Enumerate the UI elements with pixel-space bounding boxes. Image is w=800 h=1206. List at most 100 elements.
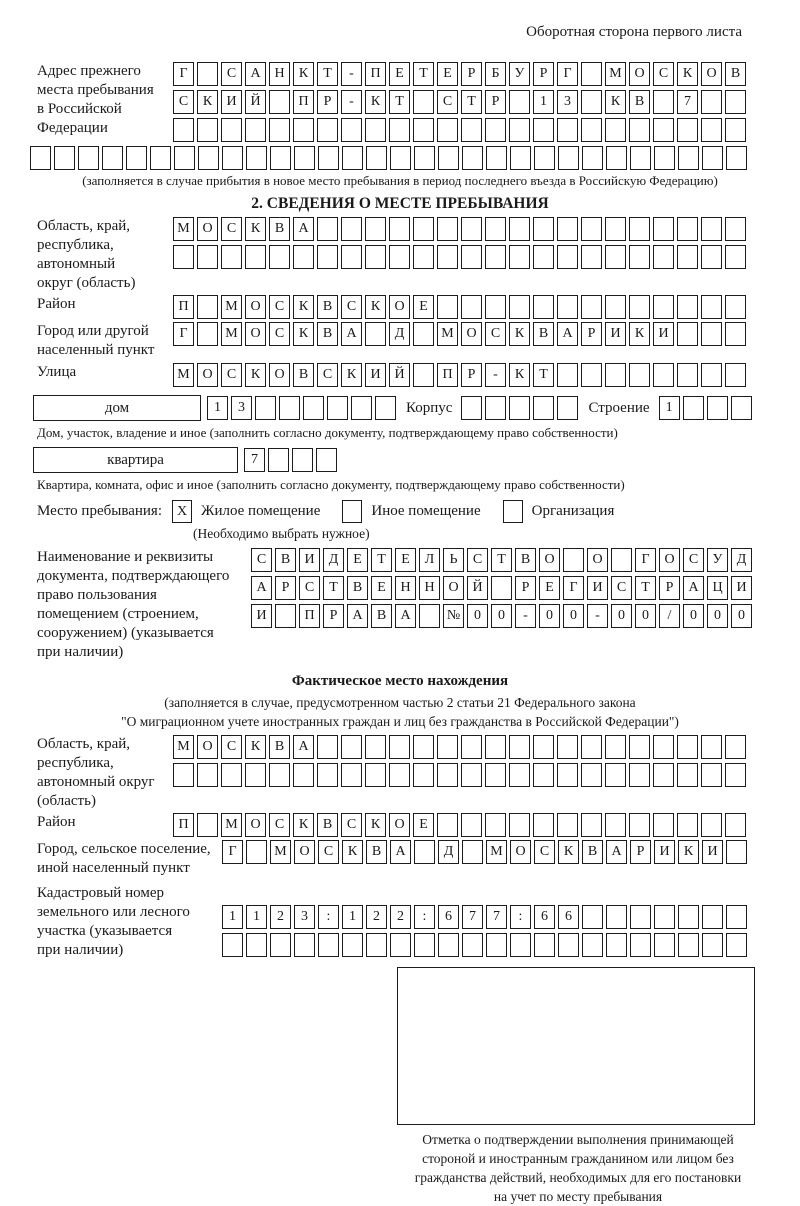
char-cell: :	[318, 905, 339, 929]
confirmation-caption: Отметка о подтверждении выполнения прини…	[378, 1130, 778, 1206]
char-cell	[245, 118, 266, 142]
char-cell	[629, 245, 650, 269]
text-line: округ (область)	[37, 275, 136, 291]
char-cell	[726, 146, 747, 170]
char-cell: В	[533, 322, 554, 346]
char-cell	[294, 933, 315, 957]
char-cell: Т	[635, 576, 656, 600]
stay-type-option-organization: Организация	[531, 503, 615, 519]
char-cell	[269, 245, 290, 269]
char-cell: 1	[246, 905, 267, 929]
prev-address-row-3[interactable]	[173, 118, 749, 142]
char-cell: И	[653, 322, 674, 346]
char-cell: Б	[485, 62, 506, 86]
char-cell	[630, 146, 651, 170]
stay-type-checkbox-other[interactable]	[342, 500, 363, 523]
char-cell: С	[341, 813, 362, 837]
char-cell: О	[269, 363, 290, 387]
char-cell: Т	[317, 62, 338, 86]
char-cell	[533, 735, 554, 759]
doc-basis-row-3[interactable]: И П Р А В А № 0 0-0 0-0 0/0 0 0	[251, 604, 755, 628]
cadastral-row-2[interactable]	[222, 933, 750, 957]
char-cell	[581, 295, 602, 319]
char-cell	[270, 933, 291, 957]
char-cell: Т	[461, 90, 482, 114]
char-cell	[581, 763, 602, 787]
char-cell	[557, 735, 578, 759]
text-line: населенный пункт	[37, 342, 155, 358]
char-cell	[221, 245, 242, 269]
char-cell	[341, 245, 362, 269]
char-cell: М	[605, 62, 626, 86]
text-line: стороной и иностранным гражданином или л…	[422, 1151, 734, 1166]
char-cell	[653, 90, 674, 114]
char-cell	[486, 146, 507, 170]
char-cell: 7	[462, 905, 483, 929]
char-cell: С	[467, 548, 488, 572]
char-cell: О	[389, 813, 410, 837]
district-label: Район	[37, 296, 76, 312]
char-cell: Г	[173, 322, 194, 346]
actual-region-row-2[interactable]	[173, 763, 749, 787]
char-cell: 0	[683, 604, 704, 628]
char-cell	[581, 245, 602, 269]
char-cell: 1	[222, 905, 243, 929]
text-line: Кадастровый номер	[37, 885, 164, 901]
char-cell: 6	[534, 905, 555, 929]
char-cell	[725, 118, 746, 142]
char-cell: В	[347, 576, 368, 600]
char-cell	[510, 146, 531, 170]
char-cell	[30, 146, 51, 170]
char-cell: Р	[630, 840, 651, 864]
char-cell	[533, 118, 554, 142]
text-line: Город, сельское поселение,	[37, 841, 211, 857]
prev-address-row-4[interactable]	[30, 146, 800, 170]
char-cell: 0	[467, 604, 488, 628]
char-cell	[653, 217, 674, 241]
korpus-cells[interactable]	[461, 396, 581, 420]
stroenie-cells[interactable]: 1	[658, 396, 755, 420]
stay-type-checkbox-residential[interactable]: X	[172, 500, 192, 523]
char-cell: Р	[581, 322, 602, 346]
char-cell	[605, 363, 626, 387]
char-cell	[292, 448, 313, 472]
char-cell	[485, 763, 506, 787]
char-cell: С	[611, 576, 632, 600]
stay-type-checkbox-organization[interactable]	[502, 500, 523, 523]
char-cell	[173, 118, 194, 142]
region-row-2[interactable]	[173, 245, 749, 269]
char-cell	[351, 396, 372, 420]
text-line: "О миграционном учете иностранных гражда…	[121, 714, 679, 729]
char-cell: О	[659, 548, 680, 572]
char-cell	[677, 322, 698, 346]
char-cell	[461, 118, 482, 142]
char-cell: Й	[245, 90, 266, 114]
text-line: (заполняется в случае, предусмотренном ч…	[164, 695, 636, 710]
char-cell: К	[293, 295, 314, 319]
actual-location-title: Фактическое место нахождения	[291, 673, 509, 689]
char-cell	[413, 118, 434, 142]
apartment-cells[interactable]: 7	[244, 448, 340, 472]
char-cell	[485, 245, 506, 269]
char-cell: 1	[533, 90, 554, 114]
char-cell: К	[342, 840, 363, 864]
char-cell	[78, 146, 99, 170]
char-cell	[365, 118, 386, 142]
char-cell: 0	[563, 604, 584, 628]
char-cell	[581, 118, 602, 142]
actual-location-note: (заполняется в случае, предусмотренном ч…	[0, 693, 800, 731]
